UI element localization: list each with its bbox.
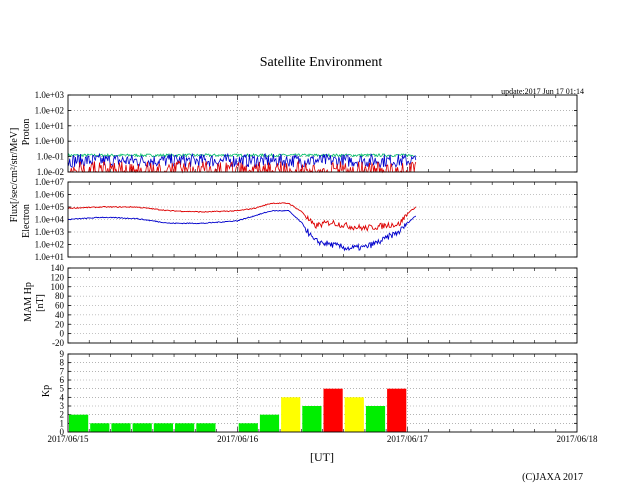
electron-ytick-label: 1.0e+06: [35, 190, 65, 200]
mam-ytick-label: 60: [55, 301, 65, 311]
proton-panel: 1.0e-02 1.0e-01 1.0e+00 1.0e+01 1.0e+02 1.0e+…: [35, 90, 578, 177]
kp-ytick-label: 9: [60, 349, 65, 359]
kp-bar: [344, 397, 364, 432]
x-tick-labels: 2017/06/15 2017/06/16 2017/06/17 2017/06/18: [47, 434, 598, 444]
kp-bar: [69, 414, 89, 432]
kp-bar: [387, 388, 407, 432]
mam-unit-label: [nT]: [35, 294, 46, 312]
kp-ytick-label: 4: [60, 392, 65, 402]
kp-ytick-label: 7: [60, 366, 65, 376]
kp-bar: [323, 388, 343, 432]
x-tick-label: 2017/06/16: [217, 434, 259, 444]
update-timestamp: update:2017 Jun 17 01:14: [501, 87, 584, 96]
electron-ytick-label: 1.0e+04: [35, 215, 65, 225]
kp-bar: [132, 423, 152, 432]
kp-ytick-label: 6: [60, 375, 65, 385]
kp-bar: [90, 423, 110, 432]
mam-axis-label: MAM Hp: [23, 282, 34, 322]
kp-ytick-label: 5: [60, 384, 65, 394]
x-tick-label: 2017/06/17: [387, 434, 429, 444]
mam-frame: [67, 267, 578, 344]
proton-ytick-label: 1.0e+02: [35, 105, 64, 115]
electron-ytick-label: 1.0e+02: [35, 240, 64, 250]
x-tick-label: 2017/06/18: [556, 434, 598, 444]
chart-panels: 1.0e-021.0e-011.0e+001.0e+011.0e+021.0e+…: [35, 90, 578, 437]
kp-ytick-label: 3: [60, 401, 65, 411]
x-axis-label: [UT]: [310, 450, 334, 464]
proton-frame: [67, 94, 578, 173]
kp-bar: [175, 423, 195, 432]
kp-ytick-label: 8: [60, 358, 65, 368]
proton-series-red: [68, 160, 417, 174]
electron-series-blue: [67, 209, 417, 252]
electron-ytick-label: 1.0e+03: [35, 227, 65, 237]
electron-ytick-label: 1.0e+07: [35, 177, 65, 187]
flux-axis-label: Flux[/sec/cm²/str/MeV]: [9, 128, 20, 223]
kp-bar: [281, 397, 301, 432]
kp-bar: [153, 423, 173, 432]
kp-bar: [238, 423, 258, 432]
mam-ytick-label: 20: [55, 319, 65, 329]
mam-ytick-label: 100: [51, 282, 65, 292]
copyright-text: (C)JAXA 2017: [522, 472, 583, 483]
kp-bar: [111, 423, 131, 432]
kp-bar: [196, 423, 216, 432]
proton-ytick-label: 1.0e+03: [35, 90, 65, 100]
kp-bar: [259, 414, 280, 432]
mam-ytick-label: 80: [55, 291, 65, 301]
electron-ytick-label: 1.0e+05: [35, 202, 65, 212]
mam-ytick-label: 140: [51, 263, 65, 273]
kp-bar: [302, 406, 322, 432]
proton-ytick-label: 1.0e+00: [35, 136, 65, 146]
proton-axis-label: Proton: [21, 119, 32, 146]
proton-ytick-label: 1.0e-02: [37, 167, 64, 177]
kp-ytick-label: 1: [60, 418, 65, 428]
electron-frame: [67, 181, 578, 258]
kp-ytick-label: 2: [60, 410, 65, 420]
electron-panel: 1.0e+01 1.0e+02 1.0e+03 1.0e+04 1.0e+05 1.0e+…: [35, 177, 578, 262]
electron-axis-label: Electron: [21, 204, 32, 238]
mam-ytick-label: -20: [52, 338, 64, 348]
mam-ytick-label: 0: [60, 329, 65, 339]
electron-series-red: [67, 202, 417, 232]
electron-ytick-label: 1.0e+01: [35, 252, 64, 262]
kp-frame: [67, 353, 578, 433]
proton-series-green: [67, 152, 417, 158]
chart-title: Satellite Environment: [260, 55, 383, 70]
x-tick-label: 2017/06/15: [47, 434, 89, 444]
proton-ytick-label: 1.0e+01: [35, 121, 64, 131]
mam-ytick-label: 120: [51, 272, 65, 282]
kp-axis-label: Kp: [41, 385, 52, 397]
kp-bar: [365, 406, 386, 432]
kp-ytick-label: 0: [60, 427, 65, 437]
proton-ytick-label: 1.0e-01: [37, 152, 64, 162]
mam-ytick-label: 40: [55, 310, 65, 320]
